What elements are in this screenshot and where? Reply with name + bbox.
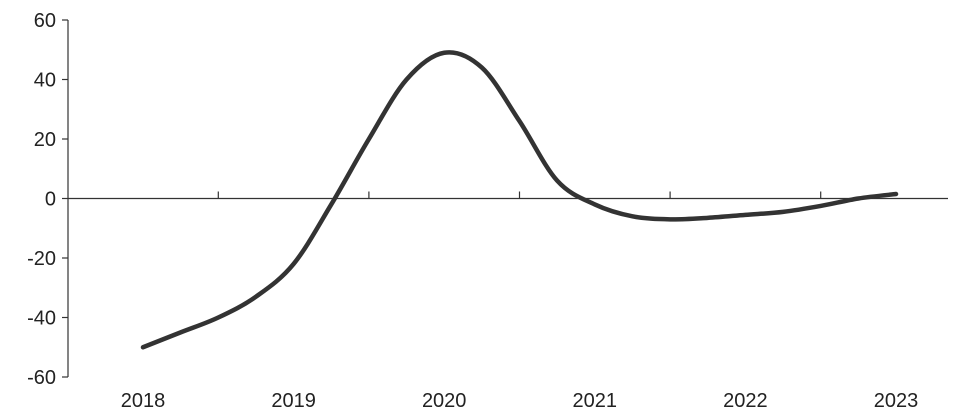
y-tick-label: 60 bbox=[34, 10, 56, 32]
y-tick-label: 0 bbox=[45, 189, 56, 211]
x-tick-label: 2020 bbox=[422, 390, 467, 412]
series-line bbox=[140, 50, 899, 350]
y-axis: 60 40 20 0 -20 -40 -60 bbox=[27, 10, 69, 389]
y-tick-label: -40 bbox=[27, 308, 56, 330]
y-tick-label: 20 bbox=[34, 129, 56, 151]
x-tick-label: 2018 bbox=[121, 390, 166, 412]
x-tick-label: 2019 bbox=[271, 390, 316, 412]
y-tick-label: -20 bbox=[27, 248, 56, 270]
y-tick-label: 40 bbox=[34, 70, 56, 92]
x-tick-label: 2022 bbox=[723, 390, 768, 412]
x-tick-label: 2021 bbox=[573, 390, 618, 412]
x-axis: 2018 2019 2020 2021 2022 2023 bbox=[68, 191, 948, 412]
x-tick-label: 2023 bbox=[874, 390, 919, 412]
series-layer bbox=[140, 50, 899, 350]
y-tick-label: -60 bbox=[27, 367, 56, 389]
